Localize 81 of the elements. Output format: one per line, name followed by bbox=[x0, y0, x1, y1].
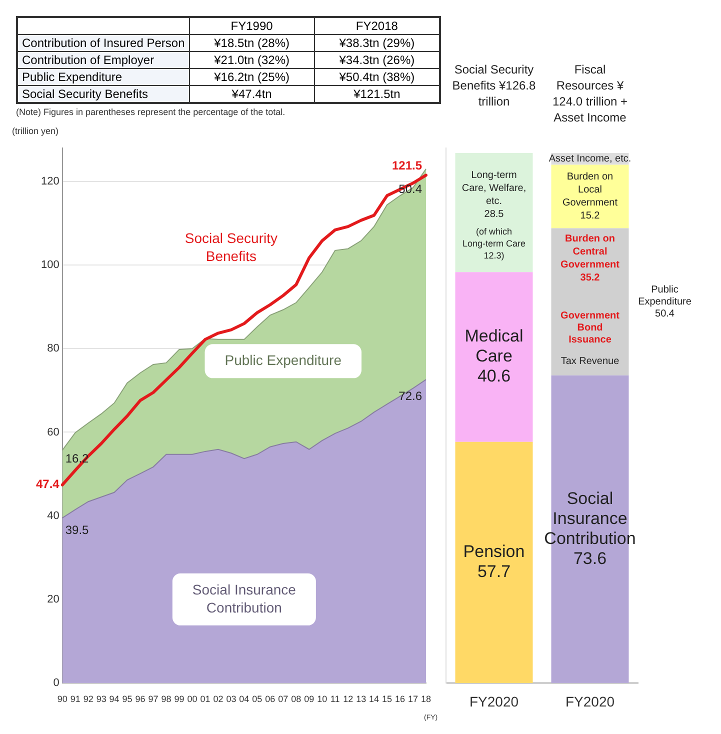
x-tick-label: 01 bbox=[200, 694, 210, 704]
series-label: Social Insurance Contribution bbox=[544, 488, 636, 548]
y-tick-label: 40 bbox=[47, 510, 60, 522]
text: ¥21.0tn (32%) bbox=[214, 53, 290, 67]
x-tick-label: 17 bbox=[408, 694, 418, 704]
series-label: Public Expenditure bbox=[224, 352, 342, 368]
y-tick-label: 60 bbox=[47, 426, 60, 438]
series-label: Social Security Benefits bbox=[184, 230, 278, 264]
annotation: (of which Long-term Care 12.3) bbox=[462, 226, 526, 261]
data-label: 57.7 bbox=[477, 562, 511, 582]
series-label: Social Insurance Contribution bbox=[192, 581, 296, 616]
text: (Note) Figures in parentheses represent the percentage of the total. bbox=[16, 107, 286, 117]
text: Fiscal Resources ¥ 124.0 trillion + Asset Income bbox=[552, 62, 628, 124]
series-label: Burden on Central Government bbox=[560, 234, 620, 270]
x-tick-label: 18 bbox=[420, 694, 432, 704]
x-tick-label: 12 bbox=[343, 694, 354, 704]
data-label: 72.6 bbox=[398, 388, 422, 403]
x-tick-label: 09 bbox=[304, 694, 314, 704]
annotation: Government Bond Issuance bbox=[560, 310, 620, 346]
x-tick-label: 97 bbox=[148, 694, 158, 704]
x-tick-label: 05 bbox=[252, 694, 262, 704]
category-label: FY2018 bbox=[314, 17, 440, 34]
series-label: Pension bbox=[463, 542, 525, 562]
category-label: FY1990 bbox=[189, 17, 314, 34]
data-label: 28.5 bbox=[484, 208, 504, 220]
x-tick-label: 91 bbox=[70, 694, 80, 704]
x-tick-label: 92 bbox=[83, 694, 94, 704]
text: ¥18.5tn (28%) bbox=[214, 36, 290, 50]
series-label: Long-term Care, Welfare, etc. bbox=[462, 170, 526, 207]
x-tick-label: 94 bbox=[109, 694, 120, 704]
data-label: 47.4 bbox=[36, 477, 60, 492]
x-tick-label: 11 bbox=[330, 694, 340, 704]
x-tick-label: 96 bbox=[135, 694, 146, 704]
annotation: Public Expenditure 50.4 bbox=[638, 284, 692, 320]
text: ¥50.4tn (38%) bbox=[339, 70, 415, 84]
x-tick-label: 10 bbox=[317, 694, 328, 704]
series-label: Burden on Local Government bbox=[562, 172, 618, 209]
x-tick-label: 04 bbox=[239, 694, 250, 704]
text: ¥47.4tn bbox=[232, 87, 272, 101]
x-tick-label: 02 bbox=[213, 694, 224, 704]
category-label: Contribution of Employer bbox=[22, 53, 154, 67]
series-label: Asset Income, etc. bbox=[548, 154, 632, 165]
x-tick-label: 15 bbox=[382, 694, 392, 704]
x-tick-label: 03 bbox=[226, 694, 236, 704]
x-tick-label: 95 bbox=[122, 694, 132, 704]
category-label: Contribution of Insured Person bbox=[22, 36, 185, 50]
y-tick-label: 0 bbox=[53, 677, 60, 690]
data-label: 15.2 bbox=[580, 210, 600, 222]
series-label: Medical Care bbox=[464, 326, 524, 366]
x-tick-label: 16 bbox=[395, 694, 406, 704]
category-label: Public Expenditure bbox=[22, 70, 122, 84]
data-label: 35.2 bbox=[580, 272, 600, 284]
x-tick-label: FY2020 bbox=[469, 693, 519, 710]
x-tick-label: 06 bbox=[265, 694, 276, 704]
data-label: 40.6 bbox=[477, 366, 511, 386]
x-tick-label: 13 bbox=[356, 694, 366, 704]
text: ¥38.3tn (29%) bbox=[339, 36, 415, 50]
x-tick-label: 08 bbox=[291, 694, 302, 704]
y-tick-label: 100 bbox=[40, 259, 60, 272]
y-tick-label: 20 bbox=[47, 593, 60, 606]
x-tick-label: 93 bbox=[96, 694, 106, 704]
annotation: Tax Revenue bbox=[560, 356, 620, 368]
x-tick-label: 90 bbox=[57, 694, 68, 704]
text: ¥16.2tn (25%) bbox=[214, 70, 290, 84]
y-tick-label: 80 bbox=[47, 342, 60, 355]
text: ¥121.5tn bbox=[354, 87, 400, 101]
x-tick-label: 07 bbox=[278, 694, 288, 704]
y-tick-label: 120 bbox=[40, 175, 60, 188]
y-axis-title: (trillion yen) bbox=[12, 126, 59, 136]
x-tick-label: 00 bbox=[187, 694, 198, 704]
x-tick-label: 99 bbox=[174, 694, 184, 704]
data-label: 39.5 bbox=[65, 523, 90, 538]
data-label: 50.4 bbox=[398, 182, 422, 196]
data-label: 121.5 bbox=[392, 158, 422, 172]
text: Social Security Benefits ¥126.8 trillion bbox=[452, 62, 536, 108]
text: ¥34.3tn (26%) bbox=[339, 53, 415, 67]
data-label: 73.6 bbox=[573, 548, 607, 568]
x-tick-label: 14 bbox=[369, 694, 380, 704]
x-tick-label: FY2020 bbox=[565, 693, 615, 710]
x-tick-label: 98 bbox=[161, 694, 172, 704]
category-label: Social Security Benefits bbox=[22, 87, 148, 101]
